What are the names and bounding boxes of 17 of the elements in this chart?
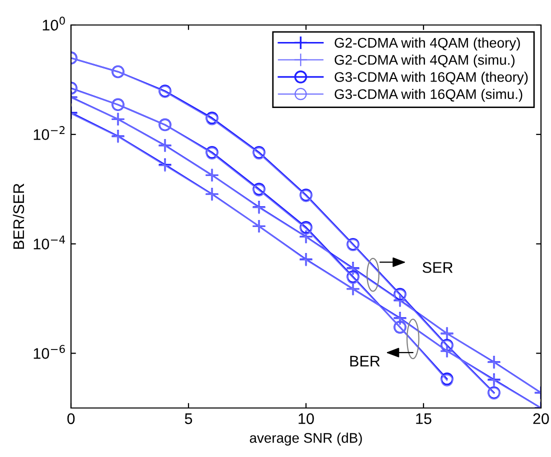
y-tick-label: 10$^{−6}$ bbox=[34, 344, 65, 359]
y-tick-label: 10$^{−2}$ bbox=[34, 126, 65, 140]
legend-label: G3-CDMA with 16QAM (simu.) bbox=[334, 88, 522, 102]
x-tick-label: 5 bbox=[184, 413, 192, 424]
y-tick-label: 10$^{0}$ bbox=[42, 16, 65, 31]
annotation: BER bbox=[350, 356, 380, 366]
legend-label: G3-CDMA with 16QAM (theory) bbox=[334, 72, 528, 85]
y-tick-label: 10$^{−4}$ bbox=[34, 236, 65, 250]
x-tick-label: 15 bbox=[416, 413, 432, 424]
legend-label: G2-CDMA with 4QAM (theory) bbox=[334, 38, 520, 50]
x-axis-title: average SNR (dB) bbox=[250, 432, 362, 446]
x-tick-label: 10 bbox=[298, 413, 314, 424]
legend-label: G2-CDMA with 4QAM (simu.) bbox=[334, 54, 515, 68]
annotation: SER bbox=[422, 262, 453, 273]
y-axis-title: BER/SER bbox=[12, 184, 24, 249]
x-tick-label: 20 bbox=[533, 413, 549, 424]
x-tick-label: 0 bbox=[67, 413, 75, 424]
